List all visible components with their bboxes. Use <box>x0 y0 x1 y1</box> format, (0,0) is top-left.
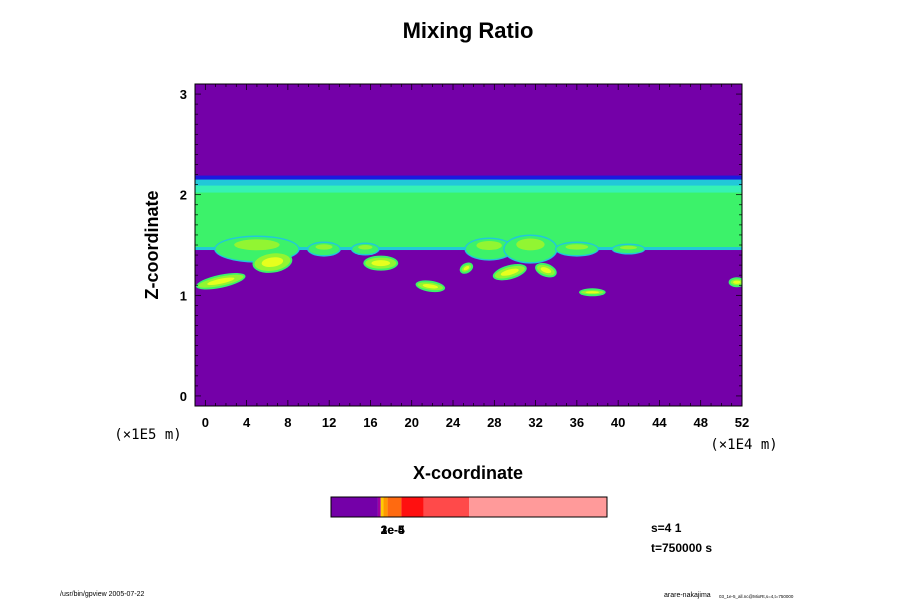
footer-file: 03_1e-5_all.nc@MixRt,s=4,t=750000 <box>719 594 794 599</box>
footer-command: /usr/bin/gpview 2005-07-22 <box>60 591 145 598</box>
colorbar-segment <box>387 497 402 517</box>
chart-title: Mixing Ratio <box>403 18 534 43</box>
x-tick-label: 24 <box>446 415 461 430</box>
x-tick-label: 12 <box>322 415 336 430</box>
x-axis-unit: (×1E4 m) <box>710 437 777 453</box>
x-tick-label: 8 <box>284 415 291 430</box>
section-info: s=4 1 <box>651 521 682 535</box>
time-info: t=750000 s <box>651 541 712 555</box>
band-bump-core <box>565 244 589 250</box>
x-tick-label: 4 <box>243 415 251 430</box>
x-tick-label: 52 <box>735 415 749 430</box>
footer-author: arare-nakajima <box>664 592 711 599</box>
x-tick-label: 32 <box>528 415 542 430</box>
band-top-cyan <box>195 179 742 187</box>
colorbar-segment <box>383 497 388 517</box>
band-bump-core <box>358 245 373 250</box>
patch-core <box>371 260 391 267</box>
y-axis-label: Z-coordinate <box>142 190 162 299</box>
colorbar-label: 3e-4 <box>381 523 405 537</box>
minor-ticks <box>195 84 743 406</box>
x-tick-label: 48 <box>693 415 707 430</box>
field-layer <box>195 84 742 406</box>
x-axis-ticks: 0 4 8 12 16 20 24 28 32 36 40 44 48 52 <box>202 415 750 430</box>
y-axis-unit: (×1E5 m) <box>114 427 181 443</box>
colorbar-segment <box>380 497 384 517</box>
colorbar-label: 1e-5 <box>381 523 405 537</box>
x-tick-label: 44 <box>652 415 667 430</box>
colorbar-labels: 1e-52e-53e-4 <box>381 523 405 537</box>
band-top-aqua <box>195 185 742 194</box>
band-bump-core <box>516 238 545 251</box>
x-tick-label: 16 <box>363 415 377 430</box>
band-bump-core <box>315 244 333 250</box>
y-tick-label: 0 <box>180 389 187 404</box>
x-tick-label: 40 <box>611 415 625 430</box>
colorbar-segment <box>331 497 378 517</box>
y-tick-label: 1 <box>180 288 187 303</box>
colorbar-frame <box>330 496 608 518</box>
patch-core <box>585 291 600 294</box>
x-axis-label: X-coordinate <box>413 463 523 483</box>
colorbar <box>330 496 608 518</box>
x-tick-label: 20 <box>405 415 419 430</box>
colorbar-segment <box>469 497 607 517</box>
y-axis-ticks: 0 1 2 3 <box>180 87 187 404</box>
x-tick-label: 28 <box>487 415 501 430</box>
colorbar-label: 2e-5 <box>381 523 405 537</box>
patch-core <box>261 257 284 268</box>
patch-core <box>422 284 438 289</box>
plot-area <box>194 83 743 407</box>
patch-core <box>540 267 552 274</box>
colorbar-segment <box>377 497 381 517</box>
y-tick-label: 2 <box>180 188 187 203</box>
y-tick-label: 3 <box>180 87 187 102</box>
band-bump-core <box>234 239 280 251</box>
patch-core <box>463 266 470 271</box>
x-tick-label: 36 <box>570 415 584 430</box>
patch-core <box>500 268 519 276</box>
colorbar-segment <box>423 497 469 517</box>
patch-core <box>733 280 741 284</box>
band-bump-core <box>476 240 502 251</box>
patch-core <box>207 277 235 286</box>
band-bump-core <box>619 245 637 250</box>
band-top-edge <box>195 175 742 182</box>
x-tick-label: 0 <box>202 415 209 430</box>
colorbar-segment <box>401 497 424 517</box>
